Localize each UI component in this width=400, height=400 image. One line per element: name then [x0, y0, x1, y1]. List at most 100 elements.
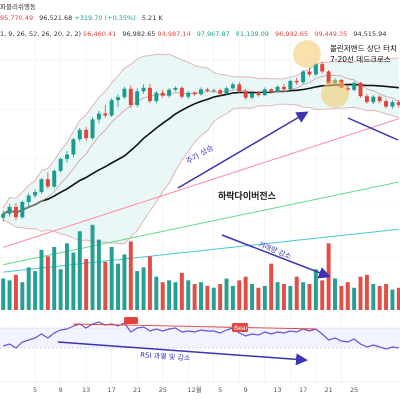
volume-bar	[326, 243, 331, 310]
volume-bar	[20, 282, 25, 310]
candle-body	[262, 89, 267, 96]
x-tick-label: 9	[244, 386, 248, 394]
arrow-rsi-down	[57, 341, 308, 366]
volume-bar	[39, 249, 44, 310]
volume-bar	[371, 284, 376, 310]
volume-bar	[77, 231, 82, 310]
candle	[13, 202, 18, 221]
volume-bars	[1, 224, 400, 310]
candle-body	[13, 206, 18, 218]
annot-deadcross: 7-20선 데드크로스	[330, 55, 391, 64]
candle-body	[173, 87, 178, 90]
candle-body	[364, 96, 369, 103]
volume-bar	[52, 247, 57, 310]
volume-bar	[45, 256, 50, 310]
candle-body	[128, 88, 133, 106]
volume-bar	[90, 224, 95, 310]
candle-body	[109, 100, 114, 116]
candle-body	[186, 92, 191, 97]
candle-body	[160, 92, 165, 96]
candle-body	[135, 91, 140, 106]
volume-bar	[224, 278, 229, 310]
volume-bar	[243, 276, 248, 310]
candle	[96, 111, 101, 124]
volume-bar	[1, 278, 6, 310]
volume-bar	[230, 285, 235, 310]
volume-bar	[122, 254, 127, 310]
candle-body	[65, 154, 69, 159]
candle	[243, 89, 248, 100]
candle	[230, 82, 235, 90]
volume-bar	[390, 289, 395, 310]
candle	[237, 81, 242, 94]
candle-body	[396, 102, 400, 106]
candle	[128, 85, 133, 109]
header-ind-5: 81,139.09	[235, 30, 269, 38]
header-ind-4: 97,967.87	[196, 30, 230, 38]
candle	[186, 91, 191, 99]
candle	[109, 98, 114, 117]
candle-body	[205, 89, 210, 91]
volume-bar	[167, 280, 172, 310]
candle	[358, 81, 363, 98]
candle	[352, 81, 357, 92]
arrow-volume-down	[221, 234, 331, 279]
x-tick-label: 21	[133, 386, 141, 394]
candle	[224, 86, 229, 95]
candle-body	[84, 129, 89, 139]
candle-body	[371, 96, 376, 103]
candle	[141, 84, 146, 94]
header-ind-3: 98,987.14	[157, 30, 191, 38]
candle	[160, 89, 165, 98]
header-title: 파블리쉬행동	[0, 3, 36, 11]
bear-tag-box-rsi	[124, 317, 138, 324]
candle	[377, 95, 382, 104]
x-tick-label: 25	[159, 386, 167, 394]
volume-bar	[141, 267, 146, 310]
candle-body	[52, 170, 57, 187]
header-volume: 5.21 K	[141, 14, 163, 22]
candle-body	[77, 129, 82, 140]
candle-body	[90, 119, 95, 139]
volume-bar	[384, 284, 389, 310]
candle-body	[7, 206, 12, 214]
volume-bar	[199, 282, 203, 310]
candle	[307, 67, 312, 77]
candle	[205, 87, 210, 93]
candle	[371, 95, 376, 105]
candle-body	[33, 192, 38, 196]
candle-body	[307, 71, 312, 75]
candle	[275, 85, 280, 93]
candle	[218, 88, 223, 96]
arrow-price-down	[347, 117, 399, 141]
volume-bar	[205, 285, 210, 310]
volume-bar	[211, 287, 216, 310]
x-tick-label: 13	[273, 386, 281, 394]
annot-bearish-divergence: 하락다이버전스	[218, 190, 277, 202]
candle-body	[103, 113, 108, 116]
candle	[320, 61, 325, 74]
candle	[52, 169, 57, 189]
rsi-panel	[0, 321, 400, 350]
header-params: 1, 9, 26, 52, 26, 20, 2, 2)	[0, 30, 82, 38]
candle-body	[358, 82, 363, 97]
chart-header-ohlc: 95,770.49 96,521.68 +319.70 (+0.35%) 5.2…	[0, 14, 163, 22]
candle	[167, 88, 172, 98]
candle-body	[39, 179, 44, 193]
candle	[301, 70, 306, 84]
candle-body	[122, 88, 127, 98]
candle-body	[313, 64, 318, 75]
chart-header-title: 파블리쉬행동	[0, 1, 36, 11]
candle-body	[218, 90, 223, 94]
volume-bar	[301, 282, 306, 310]
candle-body	[237, 84, 242, 92]
volume-bar	[186, 280, 191, 310]
candle	[58, 157, 63, 173]
candle-body	[301, 71, 306, 83]
candle-body	[352, 82, 357, 90]
candle	[39, 178, 44, 195]
volume-bar	[256, 287, 261, 310]
candle-body	[192, 92, 197, 95]
ma-green-line	[3, 181, 399, 266]
candle	[269, 88, 274, 94]
